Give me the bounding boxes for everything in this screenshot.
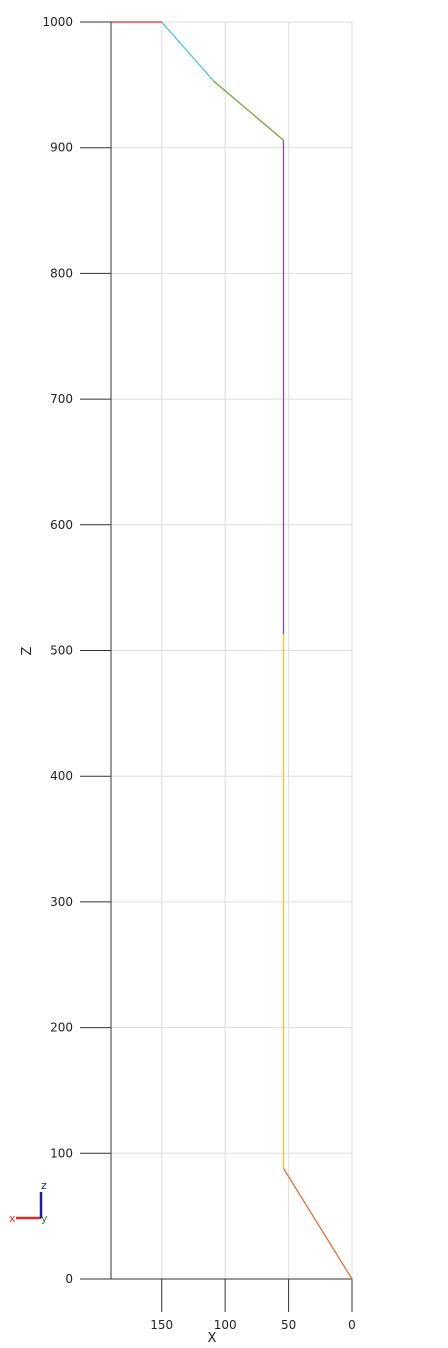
series-line-5 [161,21,215,82]
x-tick-label: 50 [281,1318,296,1332]
y-axis-title: Z [20,646,35,655]
z-tick-label: 700 [50,392,73,406]
axes [80,21,353,1312]
x-tick-label: 150 [150,1318,173,1332]
z-tick-label: 600 [50,518,73,532]
z-tick-label: 0 [65,1272,73,1286]
triad-y-label: y [41,1212,48,1225]
z-tick-label: 500 [50,644,73,658]
x-axis-title: X [208,1331,217,1346]
triad-x-label: x [9,1212,16,1225]
x-tick-label: 100 [214,1318,237,1332]
z-tick-label: 900 [50,141,73,155]
x-tick-label: 0 [348,1318,356,1332]
grid [111,21,353,1280]
z-tick-label: 1000 [42,15,73,29]
data-series [111,21,353,1280]
z-tick-label: 400 [50,769,73,783]
series-line-4 [213,80,284,141]
series-line-1 [282,1168,353,1280]
axis-triad: x y z [9,1179,48,1225]
triad-z-label: z [41,1179,47,1192]
z-tick-label: 300 [50,895,73,909]
z-tick-label: 100 [50,1146,73,1160]
z-tick-label: 800 [50,266,73,280]
z-tick-label: 200 [50,1021,73,1035]
